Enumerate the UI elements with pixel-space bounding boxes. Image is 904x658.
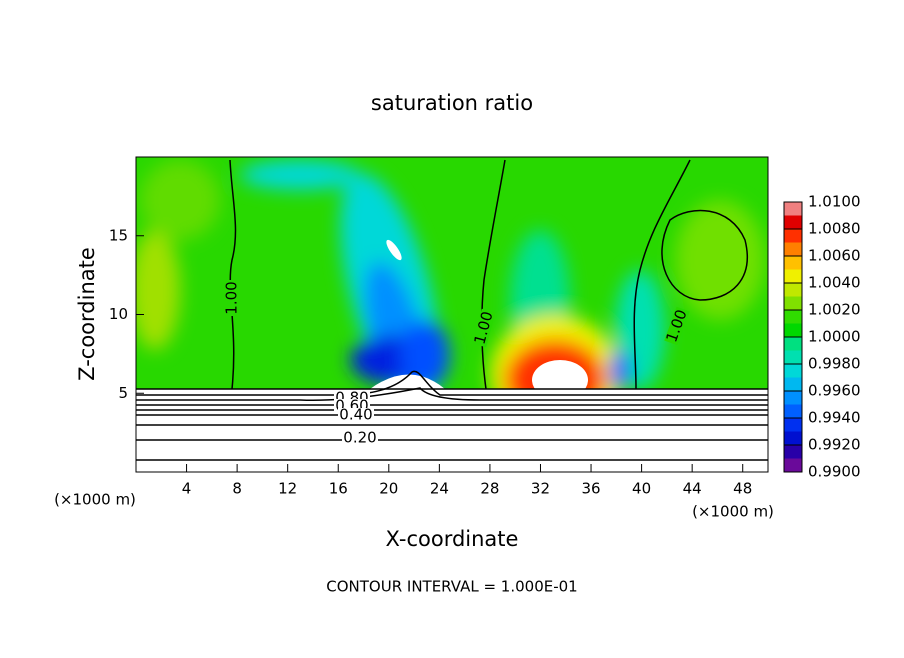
y-tick-label: 15 xyxy=(109,226,128,244)
colorbar-swatch xyxy=(784,269,802,283)
contour-label-bg xyxy=(342,431,378,445)
colorbar-swatch xyxy=(784,229,802,243)
colorbar-swatch xyxy=(784,256,802,270)
x-tick-label: 32 xyxy=(531,480,550,498)
contour-label: 0.40 xyxy=(339,406,372,424)
colorbar-tick-label: 0.9900 xyxy=(808,463,861,481)
x-tick-label: 8 xyxy=(232,480,242,498)
colorbar-swatch xyxy=(784,242,802,256)
x-tick-label: 28 xyxy=(480,480,499,498)
colorbar-swatch xyxy=(784,296,802,310)
colorbar-tick-label: 0.9980 xyxy=(808,355,861,373)
y-tick-label: 5 xyxy=(118,384,128,402)
contour-label-bg xyxy=(225,280,239,316)
contour-label-bg xyxy=(664,306,690,346)
chart-title: saturation ratio xyxy=(371,91,533,115)
colorbar-tick-label: 0.9960 xyxy=(808,382,861,400)
x-unit: (×1000 m) xyxy=(692,503,774,521)
x-tick-label: 4 xyxy=(182,480,192,498)
x-tick-label: 44 xyxy=(683,480,702,498)
colorbar-swatch xyxy=(784,391,802,405)
colorbar-swatch xyxy=(784,377,802,391)
colorbar-swatch xyxy=(784,418,802,432)
contour-label: 1.00 xyxy=(223,281,241,314)
colorbar-tick-label: 1.0060 xyxy=(808,247,861,265)
contour-label-bg xyxy=(472,308,496,348)
colorbar-tick-label: 1.0040 xyxy=(808,274,861,292)
colorbar-swatch xyxy=(784,458,802,472)
x-tick-label: 48 xyxy=(733,480,752,498)
x-unit: (×1000 m) xyxy=(54,491,136,509)
footer-note: CONTOUR INTERVAL = 1.000E-01 xyxy=(326,578,577,596)
contour-label-bg xyxy=(338,408,374,422)
colorbar-swatch xyxy=(784,283,802,297)
x-tick-label: 20 xyxy=(379,480,398,498)
colorbar-swatch xyxy=(784,350,802,364)
colorbar-tick-label: 1.0000 xyxy=(808,328,861,346)
colorbar-swatch xyxy=(784,431,802,445)
colorbar-swatch xyxy=(784,310,802,324)
x-tick-label: 24 xyxy=(430,480,449,498)
colorbar-tick-label: 0.9940 xyxy=(808,409,861,427)
y-axis-label: Z-coordinate xyxy=(75,247,99,381)
colorbar-swatch xyxy=(784,323,802,337)
colorbar-swatch xyxy=(784,202,802,216)
colorbar-swatch xyxy=(784,215,802,229)
x-tick-label: 16 xyxy=(329,480,348,498)
colorbar-swatch xyxy=(784,445,802,459)
colorbar-tick-label: 1.0080 xyxy=(808,220,861,238)
x-tick-label: 36 xyxy=(581,480,600,498)
colorbar-tick-label: 1.0020 xyxy=(808,301,861,319)
field xyxy=(136,157,768,472)
colorbar-swatch xyxy=(784,337,802,351)
contour-label: 0.20 xyxy=(343,429,376,447)
y-tick-label: 10 xyxy=(109,305,128,323)
colorbar-swatch xyxy=(784,404,802,418)
colorbar-swatch xyxy=(784,364,802,378)
colorbar-tick-label: 1.0100 xyxy=(808,193,861,211)
x-tick-label: 12 xyxy=(278,480,297,498)
colorbar-tick-label: 0.9920 xyxy=(808,436,861,454)
x-tick-label: 40 xyxy=(632,480,651,498)
x-axis-label: X-coordinate xyxy=(386,527,519,551)
